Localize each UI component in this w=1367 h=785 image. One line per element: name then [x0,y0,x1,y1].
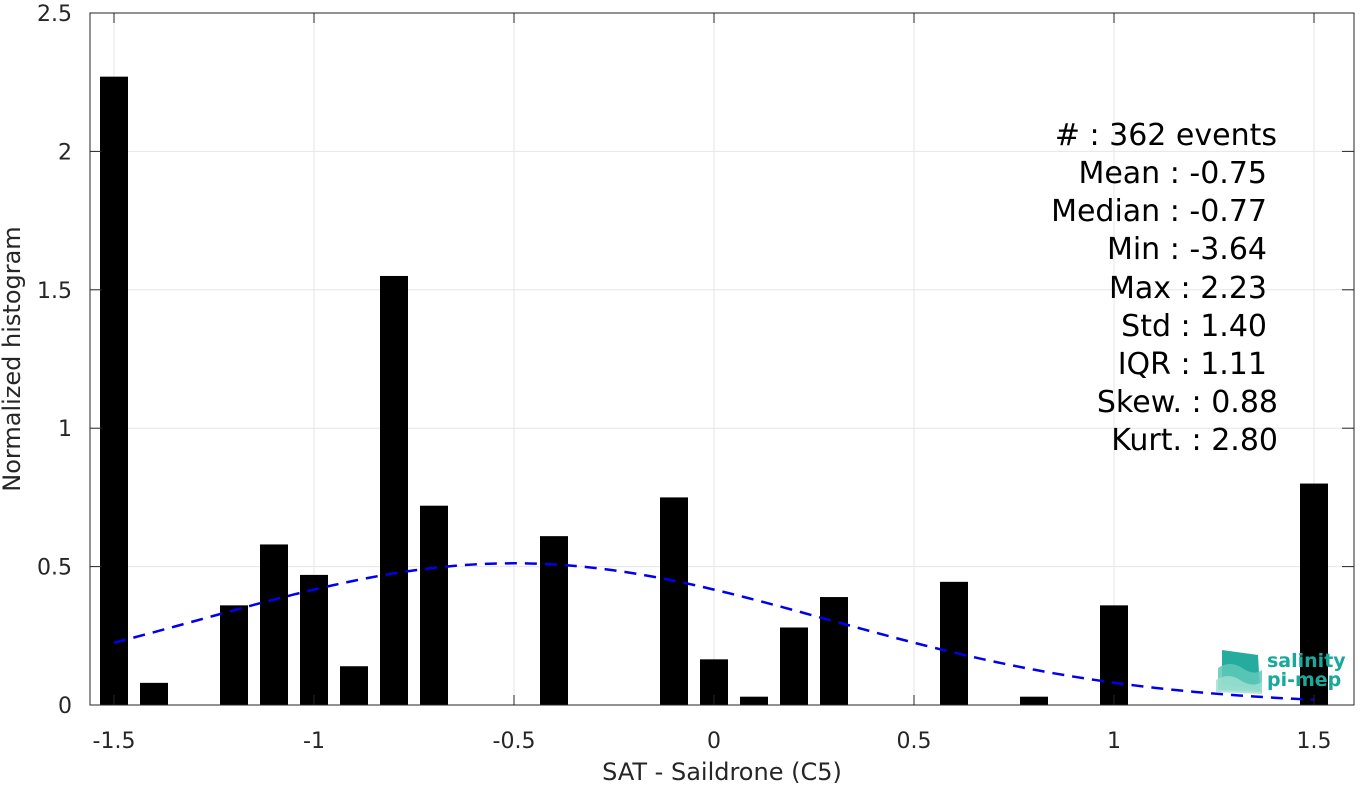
histogram-bar [380,275,408,705]
histogram-bar [420,505,448,705]
logo-line1: salinity [1267,650,1346,672]
stat-min: Min : -3.64 [1107,232,1267,267]
x-tick-label: 0.5 [897,729,932,754]
stat-mean: Mean : -0.75 [1078,156,1267,191]
stat-skew: Skew. : 0.88 [1097,385,1278,420]
wave-logo-icon [1216,650,1262,694]
stat-iqr: IQR : 1.11 [1118,347,1267,382]
plot-frame [89,12,1355,706]
histogram-bar [740,696,768,705]
x-tick-label: 0 [707,729,721,754]
histogram-bar [780,627,808,705]
bar-group [100,76,1328,705]
y-tick-label: 2.5 [37,2,72,27]
histogram-bar [140,682,168,705]
x-tick-label: -0.5 [493,729,536,754]
histogram-bar [820,597,848,705]
histogram-bar [1020,696,1048,705]
logo-line2: pi-mep [1267,669,1341,691]
histogram-bar [940,581,968,705]
x-tick-label: -1.5 [93,729,136,754]
histogram-bar [540,536,568,705]
y-axis-label: Normalized histogram [0,226,26,491]
stats-box: # : 362 events Mean : -0.75 Median : -0.… [1051,118,1278,458]
x-tick-labels: -1.5 -1 -0.5 0 0.5 1 1.5 [93,729,1332,754]
salinity-pimep-logo: salinity pi-mep [1216,650,1346,694]
y-tick-labels: 0 0.5 1 1.5 2 2.5 [37,2,72,719]
histogram-bar [100,76,128,705]
y-tick-label: 1 [58,417,72,442]
stat-max: Max : 2.23 [1109,271,1267,306]
histogram-bar [1300,483,1328,705]
y-tick-label: 1.5 [37,279,72,304]
histogram-bar [220,605,248,705]
histogram-bar [340,666,368,705]
x-tick-label: 1 [1107,729,1121,754]
stat-std: Std : 1.40 [1121,309,1267,344]
histogram-bar [260,544,288,705]
stat-kurt: Kurt. : 2.80 [1111,423,1278,458]
histogram-bar [1100,605,1128,705]
stat-events: # : 362 events [1055,118,1277,153]
stat-median: Median : -0.77 [1051,194,1267,229]
y-tick-label: 0.5 [37,556,72,581]
x-axis-label: SAT - Saildrone (C5) [602,758,842,785]
histogram-bar [300,574,328,705]
fit-curve-line [113,562,1315,701]
y-tick-label: 2 [58,140,72,165]
x-tick-label: -1 [303,729,325,754]
histogram-bar [660,497,688,705]
axis-ticks [90,12,1354,706]
y-tick-label: 0 [58,694,72,719]
x-tick-label: 1.5 [1297,729,1332,754]
